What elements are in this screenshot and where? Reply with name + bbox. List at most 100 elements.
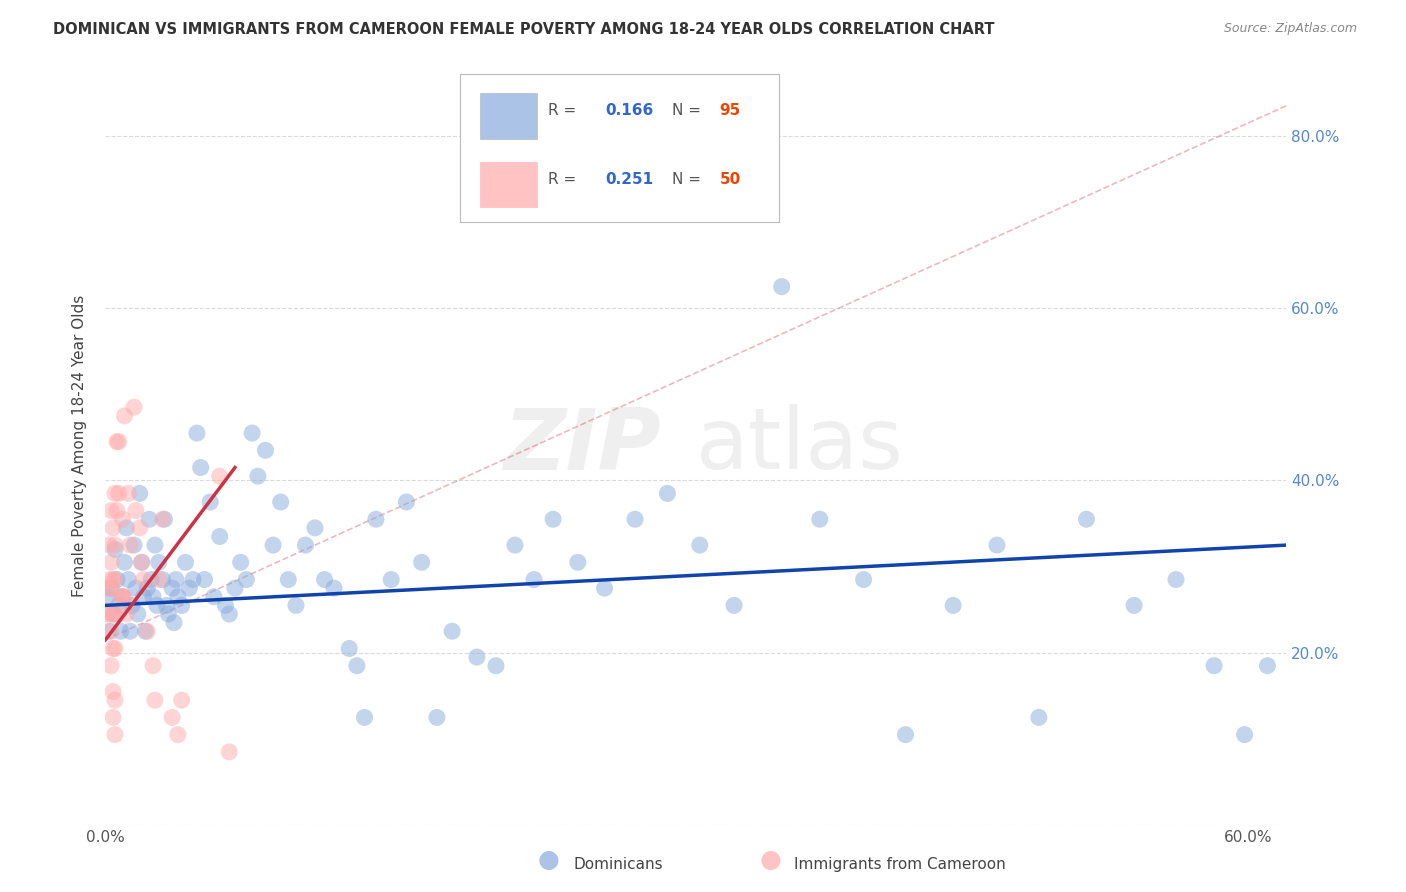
FancyBboxPatch shape (479, 94, 537, 139)
Text: Dominicans: Dominicans (574, 857, 664, 872)
Point (104, 486, 127, 500)
Point (235, 573, 257, 587)
Point (121, 599, 143, 613)
Text: 0.251: 0.251 (605, 171, 654, 186)
Point (808, 512, 831, 526)
Point (624, 512, 647, 526)
Point (426, 710, 449, 724)
Text: ZIP: ZIP (503, 404, 661, 488)
Text: Source: ZipAtlas.com: Source: ZipAtlas.com (1223, 22, 1357, 36)
Point (101, 641, 124, 656)
Point (98, 624, 121, 639)
Point (107, 486, 129, 500)
Point (104, 538, 127, 552)
Point (485, 658, 508, 673)
Point (1204, 658, 1226, 673)
Point (224, 581, 246, 595)
Point (380, 573, 402, 587)
Point (148, 573, 170, 587)
Point (1164, 573, 1187, 587)
Point (134, 624, 156, 639)
Point (593, 581, 616, 595)
FancyBboxPatch shape (460, 75, 779, 222)
Point (107, 434, 129, 449)
Point (166, 728, 188, 742)
Text: ●: ● (759, 848, 782, 872)
Point (100, 581, 122, 595)
Point (1256, 658, 1278, 673)
Point (465, 650, 488, 665)
Point (104, 641, 127, 656)
Point (101, 573, 124, 587)
Point (170, 599, 193, 613)
Text: R =: R = (548, 103, 582, 119)
Text: ●: ● (537, 848, 560, 872)
Point (122, 401, 145, 415)
Point (143, 538, 166, 552)
Point (98, 538, 121, 552)
Point (101, 607, 124, 621)
Point (208, 469, 231, 483)
Point (132, 590, 155, 604)
Point (115, 607, 138, 621)
Text: atlas: atlas (696, 404, 904, 488)
Point (218, 607, 240, 621)
Point (218, 745, 240, 759)
Point (136, 624, 159, 639)
Point (270, 495, 292, 509)
Point (127, 607, 149, 621)
Point (689, 538, 711, 552)
Point (100, 658, 122, 673)
Point (105, 503, 128, 517)
Point (141, 573, 163, 587)
Point (186, 426, 208, 441)
Point (277, 573, 299, 587)
Point (567, 555, 589, 569)
Point (1076, 512, 1098, 526)
Point (111, 590, 134, 604)
FancyBboxPatch shape (479, 161, 537, 207)
Point (142, 658, 165, 673)
Text: R =: R = (548, 171, 582, 186)
Point (1028, 710, 1050, 724)
Point (202, 590, 225, 604)
Point (852, 573, 875, 587)
Point (353, 710, 375, 724)
Point (181, 573, 204, 587)
Text: Immigrants from Cameroon: Immigrants from Cameroon (794, 857, 1007, 872)
Point (136, 581, 159, 595)
Point (110, 590, 132, 604)
Y-axis label: Female Poverty Among 18-24 Year Olds: Female Poverty Among 18-24 Year Olds (72, 295, 87, 597)
Point (98, 607, 121, 621)
Point (894, 728, 917, 742)
Point (304, 521, 326, 535)
Point (105, 573, 128, 587)
Point (138, 512, 160, 526)
Point (229, 555, 252, 569)
Point (101, 710, 124, 724)
Point (101, 684, 124, 698)
Text: 0.166: 0.166 (605, 103, 654, 119)
Point (114, 590, 136, 604)
Point (337, 641, 360, 656)
Point (208, 529, 231, 543)
Point (117, 486, 139, 500)
Point (104, 542, 127, 557)
Point (240, 426, 263, 441)
Point (942, 599, 965, 613)
Point (111, 512, 134, 526)
Point (120, 538, 142, 552)
Point (101, 607, 124, 621)
Point (523, 573, 546, 587)
Point (160, 710, 183, 724)
Point (657, 486, 679, 500)
Point (104, 573, 127, 587)
Point (98, 573, 121, 587)
Point (132, 573, 155, 587)
Point (104, 693, 127, 707)
Point (114, 409, 136, 423)
Point (541, 512, 564, 526)
Point (723, 599, 745, 613)
Point (96, 590, 118, 604)
Point (503, 538, 526, 552)
